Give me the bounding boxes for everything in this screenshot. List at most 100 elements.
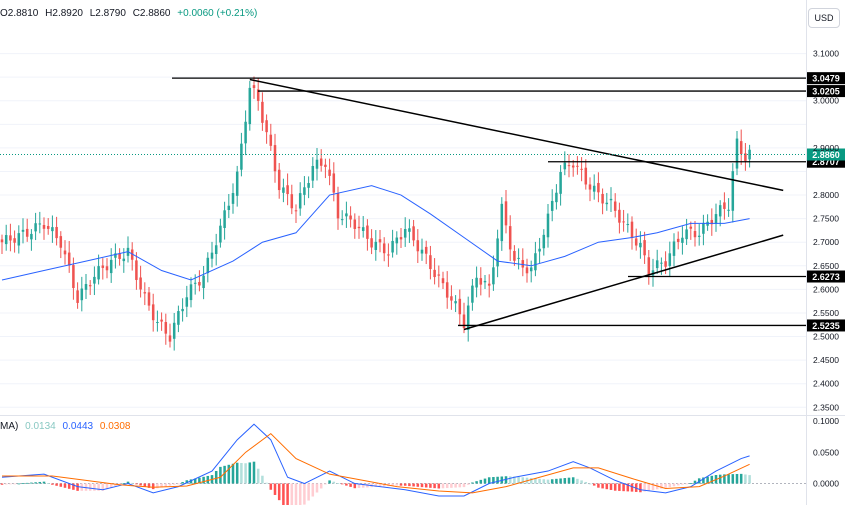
candle-body	[492, 267, 495, 285]
macd-histogram-bar	[571, 477, 575, 484]
macd-histogram-bar	[445, 483, 449, 489]
macd-histogram-bar	[672, 483, 676, 487]
macd-histogram-bar	[403, 483, 407, 486]
candle-body	[454, 301, 457, 304]
macd-histogram-bar	[424, 483, 428, 488]
price-axis-tick: 2.4500	[813, 355, 839, 365]
macd-histogram-bar	[647, 483, 651, 491]
macd-histogram-bar	[286, 483, 289, 510]
candle-body	[735, 138, 739, 169]
macd-histogram-bar	[538, 478, 541, 484]
macd-histogram-bar	[198, 477, 201, 484]
candle-body	[546, 213, 550, 238]
candle-body	[681, 237, 684, 243]
candle-body	[391, 240, 394, 253]
candle-body	[639, 242, 642, 248]
macd-histogram-bar	[693, 480, 697, 484]
macd-histogram-bar	[147, 483, 151, 488]
candle-body	[328, 169, 331, 176]
level-price-label: 3.0205	[812, 87, 840, 97]
candle-body	[576, 165, 579, 167]
macd-histogram-bar	[223, 465, 226, 484]
candle-body	[513, 250, 516, 261]
macd-histogram-bar	[307, 483, 310, 501]
candle-body	[534, 253, 537, 271]
macd-histogram-bar	[139, 483, 142, 486]
candle-body	[538, 248, 541, 252]
candle-body	[433, 269, 436, 278]
candle-body	[643, 240, 646, 256]
macd-histogram-bar	[126, 481, 130, 484]
currency-button[interactable]: USD	[808, 8, 840, 28]
candle-body	[592, 185, 596, 192]
macd-histogram-bar	[559, 478, 562, 484]
macd-histogram-bar	[420, 483, 424, 488]
macd-histogram-bar	[248, 462, 252, 484]
macd-histogram-bar	[475, 481, 478, 484]
macd-histogram-bar	[508, 476, 512, 484]
ohlc-legend: O2.8810 H2.8920 L2.8790 C2.8860 +0.0060 …	[0, 8, 261, 19]
candle-body	[366, 225, 369, 239]
macd-histogram-bar	[25, 482, 29, 484]
current-price-label: 2.8860	[812, 150, 840, 160]
level-price-label-box	[807, 270, 845, 283]
candle-body	[676, 238, 680, 242]
candle-body	[500, 203, 504, 242]
macd-histogram-bar	[181, 482, 184, 484]
macd-histogram-bar	[193, 478, 197, 484]
macd-histogram-bar	[664, 483, 667, 488]
candle-body	[59, 236, 63, 248]
candle-body	[655, 260, 659, 269]
candle-body	[311, 165, 315, 181]
macd-histogram-bar	[441, 483, 445, 489]
macd-histogram-bar	[483, 478, 487, 484]
macd-histogram-bar	[328, 480, 331, 484]
candle-body	[55, 226, 58, 239]
candle-body	[332, 173, 336, 193]
macd-histogram-bar	[651, 483, 655, 491]
macd-histogram-bar	[63, 483, 67, 488]
candle-body	[164, 322, 168, 334]
macd-histogram-bar	[471, 482, 474, 484]
candle-body	[693, 231, 697, 238]
candle-body	[609, 198, 613, 201]
candle-body	[697, 235, 701, 237]
macd-histogram-bar	[429, 483, 432, 488]
macd-histogram-bar	[353, 483, 357, 489]
macd-histogram-bar	[34, 482, 37, 484]
candle-body	[256, 89, 260, 101]
candle-body	[702, 222, 705, 234]
close-value: C2.8860	[132, 8, 171, 19]
candle-body	[521, 260, 525, 268]
candle-body	[416, 240, 420, 252]
candle-body	[437, 274, 441, 276]
macd-histogram-bar	[639, 483, 642, 493]
candle-body	[88, 285, 92, 287]
candle-body	[441, 278, 445, 284]
candle-body	[261, 101, 264, 123]
candle-body	[462, 314, 466, 329]
change-value: +0.0060 (+0.21%)	[177, 8, 258, 19]
candle-body	[51, 227, 54, 232]
candle-body	[345, 213, 348, 217]
price-axis-tick: 2.9000	[813, 143, 839, 153]
candle-body	[626, 224, 630, 226]
macd-histogram-bar	[21, 483, 25, 485]
macd-histogram-bar	[324, 483, 327, 485]
macd-histogram-bar	[597, 483, 600, 488]
macd-histogram-bar	[109, 483, 113, 488]
macd-histogram-bar	[731, 474, 735, 484]
candle-body	[613, 201, 617, 211]
macd-histogram-bar	[601, 483, 604, 489]
macd-histogram-bar	[252, 461, 256, 484]
macd-histogram-bar	[114, 483, 117, 486]
candle-body	[0, 239, 4, 243]
candle-body	[248, 87, 252, 125]
macd-histogram-bar	[256, 468, 260, 484]
macd-histogram-bar	[584, 481, 588, 484]
candle-body	[17, 233, 21, 246]
macd-histogram-bar	[454, 483, 457, 488]
candle-body	[660, 262, 663, 264]
candle-body	[563, 162, 567, 170]
